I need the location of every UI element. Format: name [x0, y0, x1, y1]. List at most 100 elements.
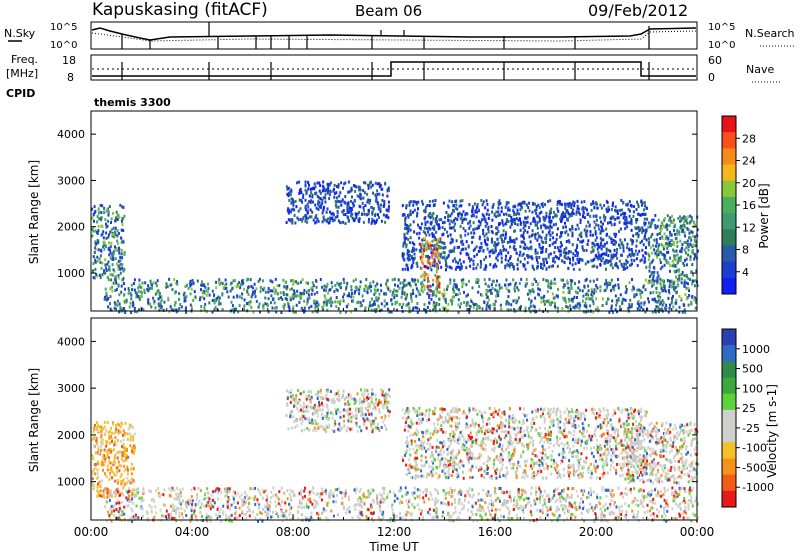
range-gate-cell — [115, 216, 117, 220]
range-gate-cell — [518, 281, 521, 285]
range-gate-cell — [433, 244, 436, 248]
range-gate-cell — [465, 240, 468, 244]
range-gate-cell — [552, 257, 555, 261]
range-gate-cell — [561, 507, 564, 511]
range-gate-cell — [638, 304, 641, 308]
range-gate-cell — [277, 502, 280, 506]
range-gate-cell — [436, 275, 439, 279]
range-gate-cell — [655, 290, 658, 294]
range-gate-cell — [424, 220, 427, 224]
range-gate-cell — [388, 188, 390, 192]
range-gate-cell — [433, 251, 436, 255]
range-gate-cell — [576, 254, 579, 258]
range-gate-cell — [292, 305, 295, 309]
range-gate-cell — [472, 221, 475, 225]
range-gate-cell — [590, 287, 593, 291]
range-gate-cell — [441, 256, 444, 260]
range-gate-cell — [435, 294, 438, 298]
range-gate-cell — [603, 242, 606, 246]
range-gate-cell — [412, 292, 415, 295]
range-gate-cell — [405, 243, 408, 247]
range-gate-cell — [519, 245, 522, 249]
range-gate-cell — [497, 210, 500, 214]
range-gate-cell — [104, 258, 107, 262]
range-gate-cell — [406, 256, 409, 260]
range-gate-cell — [693, 244, 696, 248]
range-gate-cell — [505, 505, 508, 509]
range-gate-cell — [525, 216, 528, 220]
range-gate-cell — [120, 307, 123, 311]
range-gate-cell — [130, 507, 133, 511]
range-gate-cell — [374, 291, 377, 295]
range-gate-cell — [582, 213, 585, 217]
range-gate-cell — [471, 205, 474, 209]
range-gate-cell — [203, 291, 206, 295]
range-gate-cell — [516, 223, 519, 227]
range-gate-cell — [93, 435, 96, 439]
range-gate-cell — [257, 487, 260, 491]
range-gate-cell — [436, 510, 439, 514]
range-gate-cell — [654, 214, 657, 217]
range-gate-cell — [442, 294, 445, 298]
colorbar-tick-label: 24 — [742, 155, 756, 168]
range-gate-cell — [380, 308, 383, 312]
range-gate-cell — [282, 278, 285, 282]
range-gate-cell — [435, 220, 438, 223]
range-gate-cell — [103, 495, 106, 499]
range-gate-cell — [123, 251, 126, 255]
range-gate-cell — [118, 423, 121, 427]
range-gate-cell — [687, 303, 690, 307]
y-tick-label: 4000 — [57, 128, 85, 141]
range-gate-cell — [158, 304, 161, 308]
range-gate-cell — [472, 214, 475, 218]
range-gate-cell — [101, 462, 104, 466]
range-gate-cell — [307, 180, 310, 184]
range-gate-cell — [529, 246, 532, 250]
range-gate-cell — [426, 285, 429, 289]
range-gate-cell — [573, 201, 576, 205]
range-gate-cell — [327, 187, 330, 191]
range-gate-cell — [184, 503, 187, 507]
range-gate-cell — [92, 276, 95, 279]
range-gate-cell — [431, 226, 434, 230]
range-gate-cell — [556, 207, 559, 211]
range-gate-cell — [349, 214, 352, 218]
range-gate-cell — [435, 513, 438, 517]
range-gate-cell — [416, 302, 419, 305]
range-gate-cell — [539, 495, 542, 499]
range-gate-cell — [648, 221, 650, 225]
range-gate-cell — [447, 253, 450, 257]
range-gate-cell — [687, 248, 690, 252]
range-gate-cell — [513, 308, 515, 312]
range-gate-cell — [473, 231, 476, 235]
range-gate-cell — [178, 292, 181, 296]
range-gate-cell — [106, 421, 109, 424]
range-gate-cell — [445, 301, 447, 305]
range-gate-cell — [515, 504, 517, 508]
range-gate-cell — [504, 258, 507, 262]
range-gate-cell — [645, 265, 648, 269]
range-gate-cell — [485, 199, 488, 203]
range-gate-cell — [483, 278, 486, 282]
range-gate-cell — [194, 515, 197, 518]
range-gate-cell — [406, 502, 409, 506]
range-gate-cell — [371, 183, 374, 187]
range-gate-cell — [310, 199, 313, 203]
range-gate-cell — [359, 192, 362, 196]
range-gate-cell — [151, 287, 153, 290]
range-gate-cell — [536, 261, 539, 265]
range-gate-cell — [96, 220, 99, 224]
range-gate-cell — [165, 282, 168, 286]
range-gate-cell — [529, 305, 532, 309]
range-gate-cell — [665, 498, 668, 502]
range-gate-cell — [296, 289, 299, 293]
range-gate-cell — [413, 208, 416, 212]
range-gate-cell — [564, 204, 567, 208]
range-gate-cell — [403, 241, 406, 245]
range-gate-cell — [363, 288, 366, 291]
range-gate-cell — [469, 264, 472, 268]
range-gate-cell — [660, 279, 663, 283]
range-gate-cell — [336, 209, 339, 213]
range-gate-cell — [563, 284, 566, 288]
range-gate-cell — [434, 305, 437, 309]
